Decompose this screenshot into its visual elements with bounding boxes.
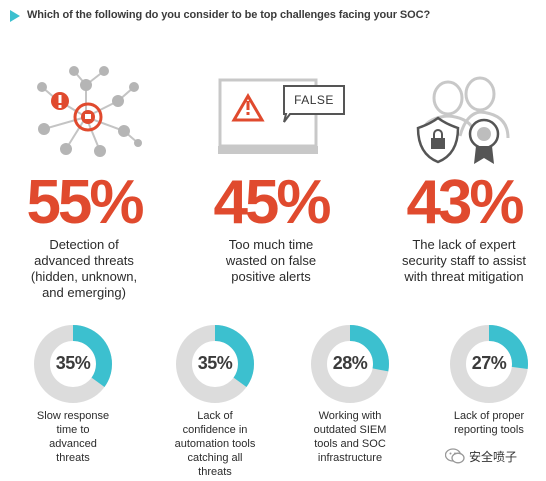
donut-arc [34,325,112,403]
stat-percent-false-positives: 45% [213,168,331,237]
donut-automation-confidence [176,325,254,403]
donut-arc [176,325,254,403]
false-bubble-label: FALSE [294,93,334,107]
desc-line: Lack of proper [453,410,525,422]
wechat-icon [445,448,465,464]
stat-desc-false-positives: Too much time wasted on false positive a… [181,237,361,285]
stat-percent-detection: 55% [26,168,144,237]
desc-line: security staff to assist [401,253,527,268]
donut-desc-reporting-tools: Lack of proper reporting tools [424,409,546,437]
stat-desc-staff: The lack of expert security staff to ass… [374,237,546,285]
donut-slow-response [34,325,112,403]
donut-label-reporting-tools: 27% [471,353,507,373]
security-staff-icon [416,76,510,164]
desc-line: and emerging) [42,285,126,300]
desc-line: advanced [49,438,97,450]
desc-line: with threat mitigation [404,269,524,284]
desc-line: Lack of [197,410,233,422]
desc-line: The lack of expert [412,237,516,252]
desc-line: (hidden, unknown, [30,269,138,284]
donut-arc [450,325,528,403]
header-question: Which of the following do you consider t… [27,9,431,21]
donut-label-outdated-siem: 28% [332,353,368,373]
false-alert-monitor-icon [218,78,345,154]
desc-line: Working with [318,410,382,422]
desc-line: infrastructure [317,452,383,464]
desc-line: Slow response [36,410,110,422]
desc-line: Detection of [49,237,119,252]
donut-arc [311,325,389,403]
donut-outdated-siem [311,325,389,403]
desc-line: positive alerts [231,269,311,284]
stat-desc-detection: Detection of advanced threats (hidden, u… [0,237,174,301]
play-arrow-icon [10,10,20,22]
donut-desc-outdated-siem: Working with outdated SIEM tools and SOC… [285,409,415,465]
watermark: 安全喷子 [445,446,517,466]
watermark-text: 安全喷子 [469,449,518,464]
donut-reporting-tools [450,325,528,403]
donut-label-slow-response: 35% [55,353,91,373]
desc-line: reporting tools [454,424,524,436]
donut-desc-automation-confidence: Lack of confidence in automation tools c… [150,409,280,479]
desc-line: catching all [187,452,243,464]
desc-line: threats [56,452,90,464]
desc-line: automation tools [174,438,256,450]
donut-desc-slow-response: Slow response time to advanced threats [8,409,138,465]
desc-line: Too much time [228,237,314,252]
desc-line: advanced threats [34,253,134,268]
desc-line: threats [198,466,232,478]
stat-percent-staff: 43% [406,168,524,237]
donut-label-automation-confidence: 35% [197,353,233,373]
threat-network-icon [37,66,142,157]
desc-line: time to [56,424,90,436]
desc-line: outdated SIEM [313,424,387,436]
desc-line: tools and SOC [314,438,386,450]
desc-line: wasted on false [225,253,317,268]
desc-line: confidence in [182,424,248,436]
